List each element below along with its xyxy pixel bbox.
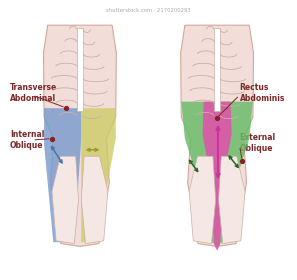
Polygon shape: [52, 156, 78, 244]
Polygon shape: [44, 108, 81, 242]
Text: shutterstock.com · 2170200293: shutterstock.com · 2170200293: [106, 8, 191, 13]
Polygon shape: [203, 102, 232, 251]
Polygon shape: [181, 25, 254, 246]
Text: Internal
Oblique: Internal Oblique: [10, 130, 44, 150]
Polygon shape: [77, 28, 83, 111]
Polygon shape: [189, 156, 216, 244]
Polygon shape: [81, 108, 116, 242]
Text: External
Oblique: External Oblique: [239, 133, 276, 153]
Polygon shape: [219, 156, 245, 244]
Polygon shape: [181, 102, 253, 245]
Text: Rectus
Abdominis: Rectus Abdominis: [239, 83, 285, 103]
Text: Transverse
Abdominal: Transverse Abdominal: [10, 83, 57, 103]
Polygon shape: [214, 28, 220, 111]
Polygon shape: [81, 156, 108, 244]
Polygon shape: [43, 25, 116, 246]
